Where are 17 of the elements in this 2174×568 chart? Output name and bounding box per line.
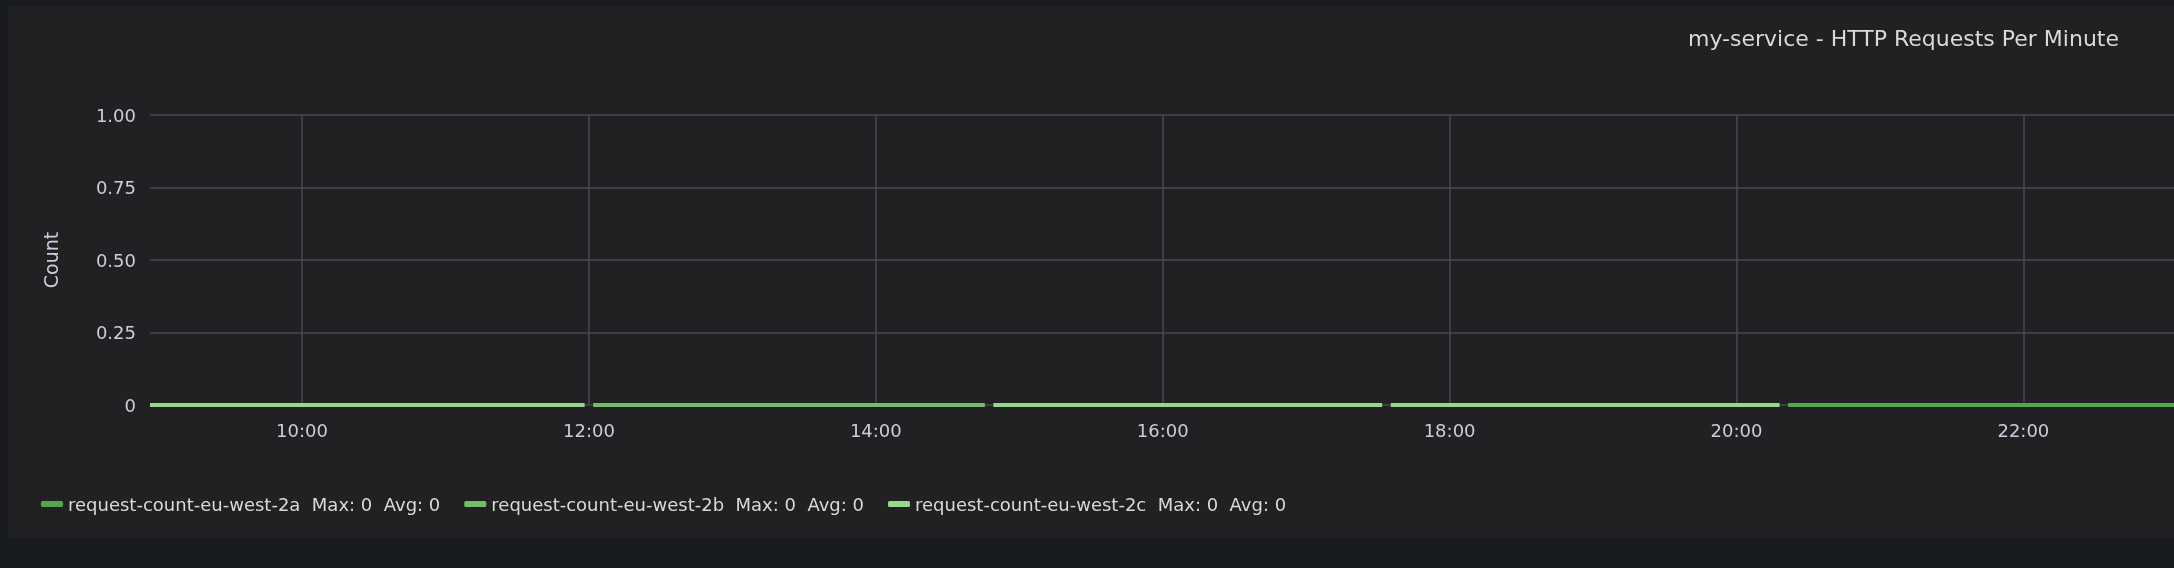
- y-tick-label: 0.50: [95, 249, 136, 271]
- legend-label: request-count-eu-west-2b Max: 0 Avg: 0: [491, 493, 864, 515]
- legend-label: request-count-eu-west-2c Max: 0 Avg: 0: [914, 493, 1287, 515]
- y-tick-label: 0: [124, 394, 136, 416]
- chart-title: my-service - HTTP Requests Per Minute: [1687, 25, 2120, 51]
- x-tick-label: 16:00: [1136, 419, 1189, 441]
- y-tick-label: 0.75: [95, 177, 136, 198]
- legend-label: request-count-eu-west-2a Max: 0 Avg: 0: [68, 493, 441, 515]
- y-tick-label: 0.25: [95, 322, 136, 343]
- y-axis-title: Count: [39, 231, 62, 289]
- x-tick-label: 14:00: [849, 419, 902, 441]
- x-tick-label: 20:00: [1710, 419, 1763, 441]
- x-tick-label: 12:00: [563, 419, 615, 441]
- x-tick-label: 22:00: [1997, 419, 2050, 441]
- x-tick-label: 10:00: [276, 419, 328, 441]
- x-tick-label: 18:00: [1423, 419, 1476, 441]
- y-tick-label: 1.00: [95, 104, 136, 126]
